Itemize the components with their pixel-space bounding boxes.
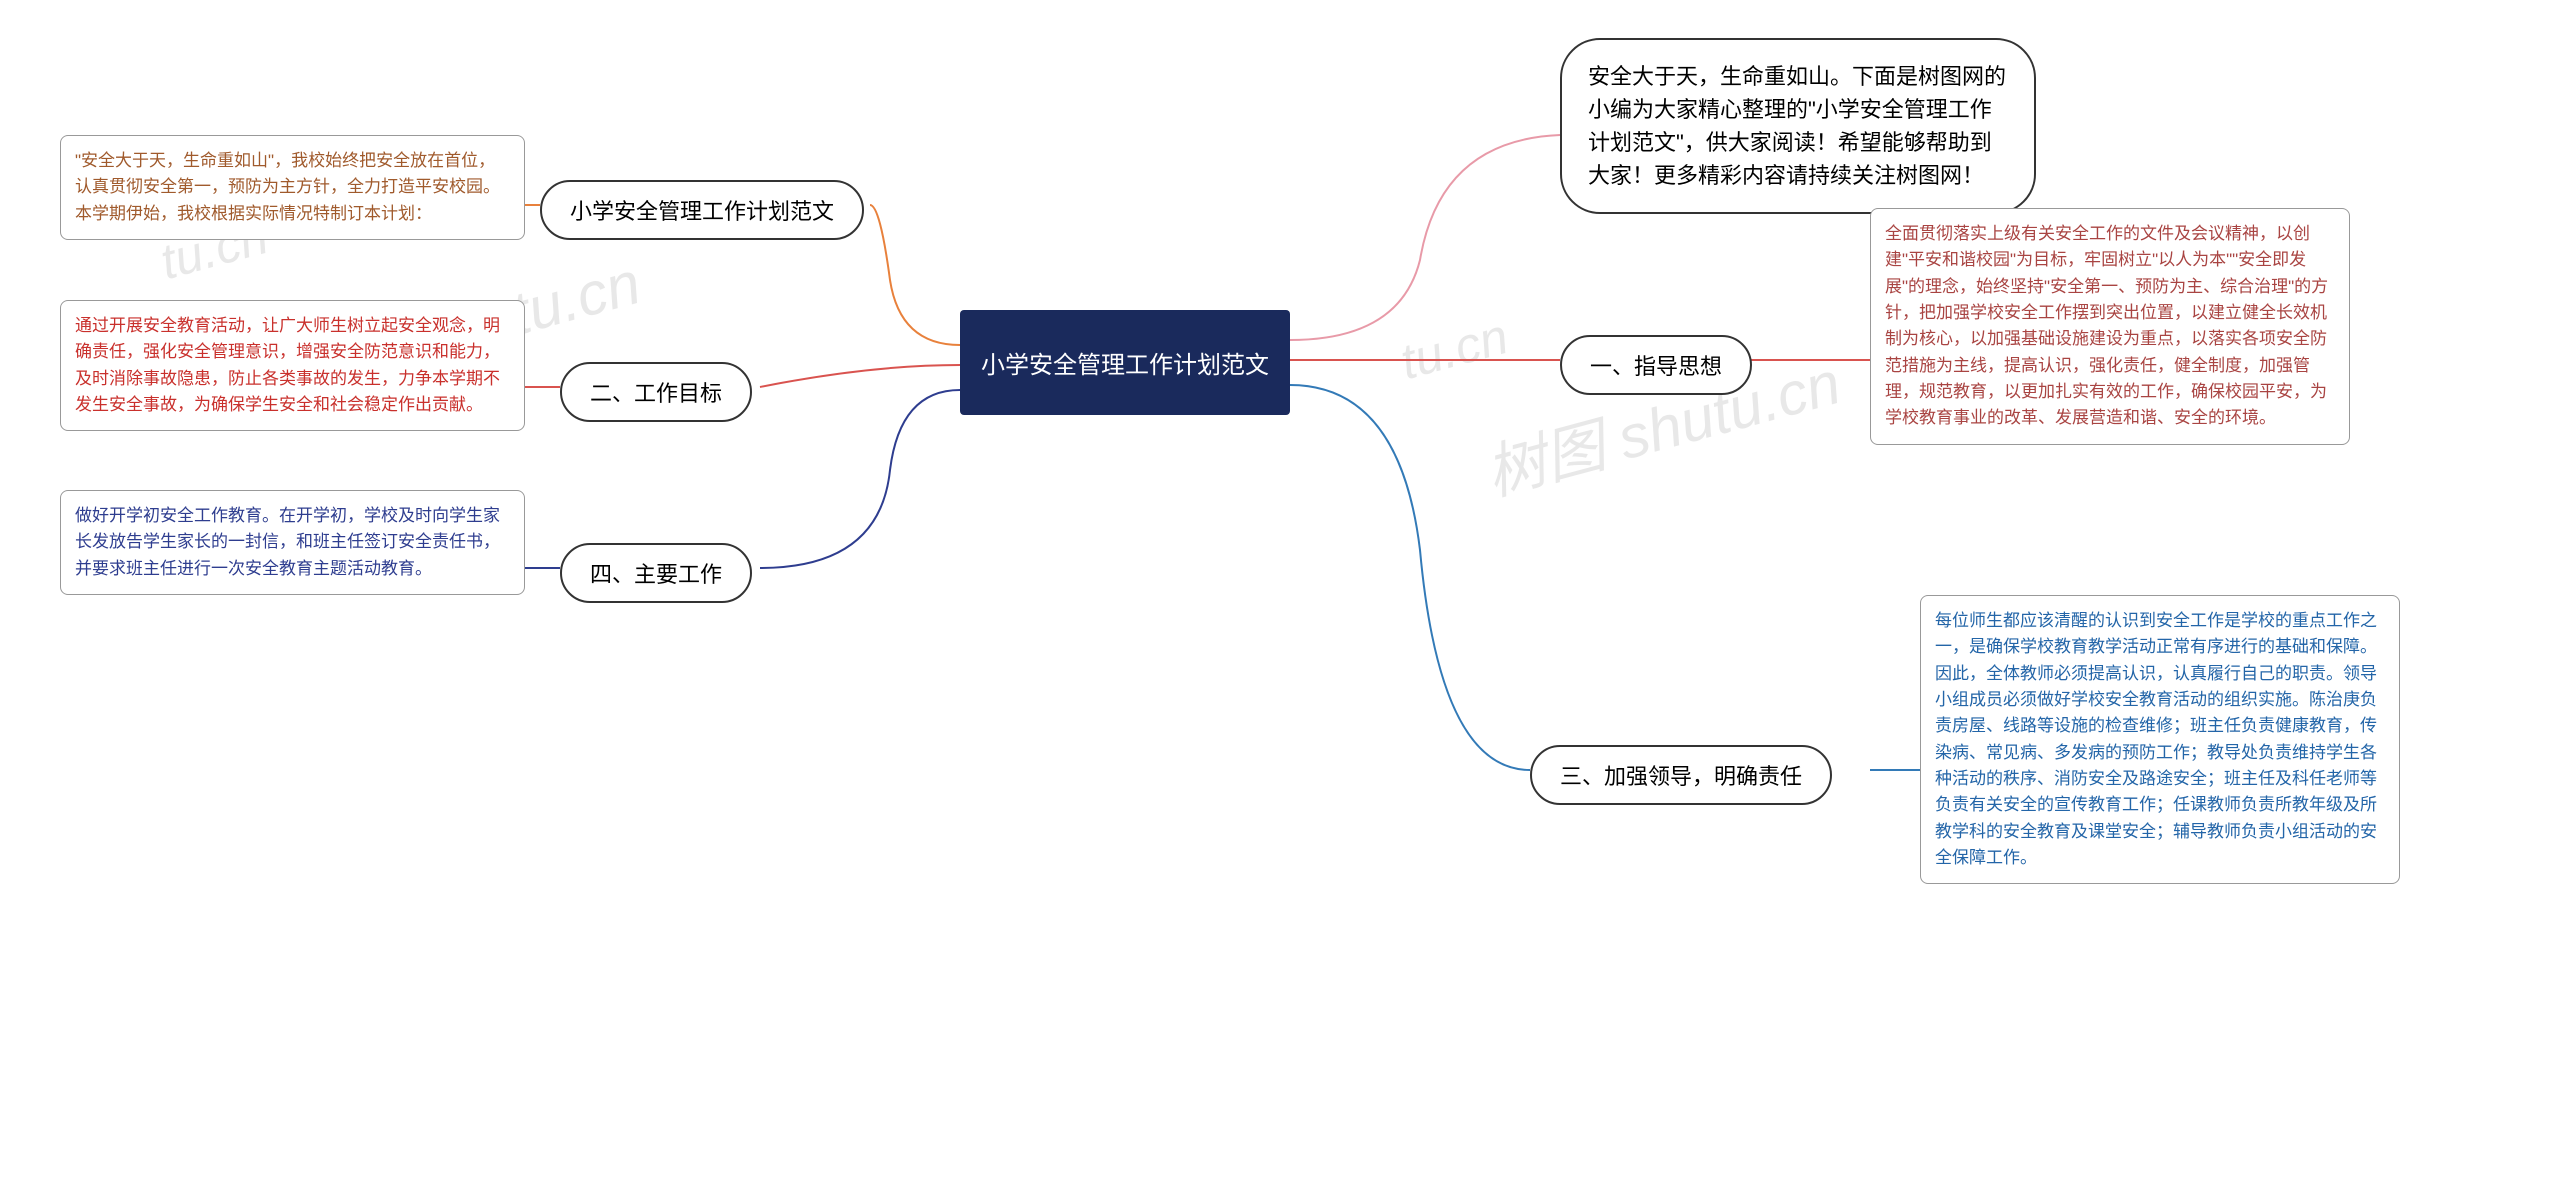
fanwen-branch: 小学安全管理工作计划范文	[540, 180, 864, 240]
section3-branch: 三、加强领导，明确责任	[1530, 745, 1832, 805]
section3-detail: 每位师生都应该清醒的认识到安全工作是学校的重点工作之一，是确保学校教育教学活动正…	[1920, 595, 2400, 884]
section2-detail: 通过开展安全教育活动，让广大师生树立起安全观念，明确责任，强化安全管理意识，增强…	[60, 300, 525, 431]
section1-branch: 一、指导思想	[1560, 335, 1752, 395]
section4-branch: 四、主要工作	[560, 543, 752, 603]
section4-detail: 做好开学初安全工作教育。在开学初，学校及时向学生家长发放告学生家长的一封信，和班…	[60, 490, 525, 595]
fanwen-detail: "安全大于天，生命重如山"，我校始终把安全放在首位，认真贯彻安全第一，预防为主方…	[60, 135, 525, 240]
mindmap-center: 小学安全管理工作计划范文	[960, 310, 1290, 415]
section1-detail: 全面贯彻落实上级有关安全工作的文件及会议精神，以创建"平安和谐校园"为目标，牢固…	[1870, 208, 2350, 445]
watermark: tu.cn	[1394, 307, 1514, 391]
section2-branch: 二、工作目标	[560, 362, 752, 422]
intro-detail: 安全大于天，生命重如山。下面是树图网的小编为大家精心整理的"小学安全管理工作计划…	[1560, 38, 2036, 214]
